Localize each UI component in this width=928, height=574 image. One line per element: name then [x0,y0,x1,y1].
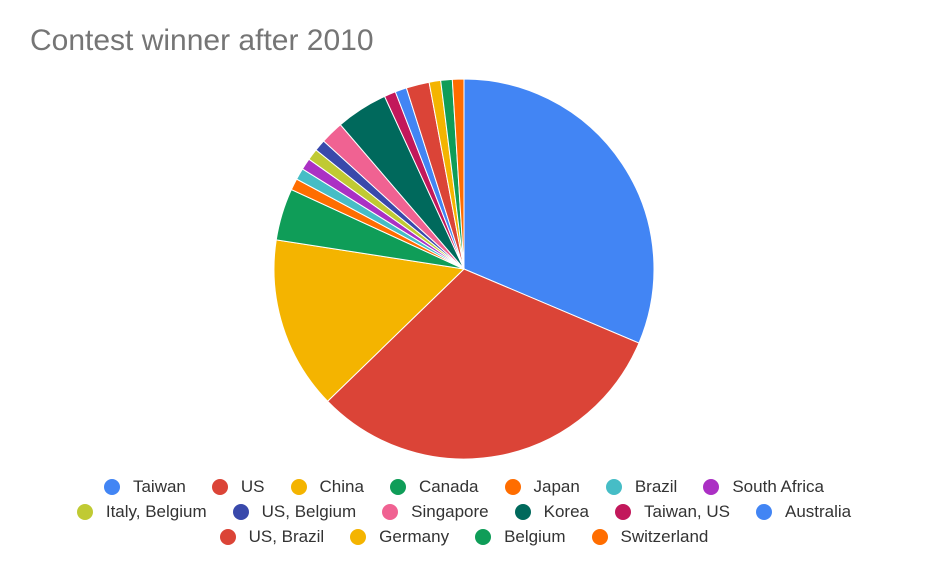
legend-item[interactable]: US, Belgium [232,501,357,522]
legend-item[interactable]: South Africa [703,477,824,497]
legend-swatch [350,528,367,545]
legend-row: Italy, Belgium US, Belgium Singapore Korea T… [0,499,928,524]
chart-title: Contest winner after 2010 [30,24,374,57]
pie-slices [273,78,655,460]
legend-swatch [389,478,406,495]
legend-swatch [290,478,307,495]
legend-swatch [591,528,608,545]
pie-slice-switzerland[interactable] [451,78,465,270]
legend-swatch [103,478,120,495]
legend-swatch [475,528,492,545]
legend-row: US, Brazil Germany Belgium Switzerland [0,524,928,549]
legend-label: US, Belgium [261,501,357,521]
legend-label: Belgium [504,526,566,546]
legend-swatch [232,503,249,520]
legend-row: Taiwan US China Canada Japan Brazil South Afri… [0,474,928,499]
legend-label: Japan [533,476,580,496]
legend-label: Germany [379,526,450,546]
legend-item[interactable]: Switzerland [591,526,709,547]
pie-slice-china[interactable] [273,239,466,402]
pie-slice-us[interactable] [326,268,640,460]
legend-label: Switzerland [620,526,709,546]
legend-swatch [219,528,236,545]
pie-slice-taiwan[interactable] [463,78,655,344]
legend-label: US [240,476,265,496]
pie-chart [273,78,655,460]
legend-label: Taiwan [132,476,186,496]
legend-item[interactable]: Belgium [475,526,566,547]
legend: Taiwan US China Canada Japan Brazil South Afri… [0,474,928,549]
legend-item[interactable]: Japan [504,476,580,497]
legend-item[interactable]: Australia [756,502,851,522]
legend-label: US, Brazil [248,526,325,546]
legend-label: Canada [418,476,479,496]
legend-item[interactable]: US, Brazil [219,526,325,547]
legend-label: South Africa [732,476,825,496]
legend-label: China [319,476,364,496]
legend-label: Taiwan, US [644,501,730,521]
legend-item[interactable]: China [290,476,364,497]
legend-item[interactable]: Singapore [382,502,489,522]
legend-item[interactable]: Korea [514,501,590,522]
legend-swatch [605,478,622,495]
legend-label: Brazil [634,476,678,496]
legend-label: Australia [785,501,852,521]
legend-item[interactable]: Italy, Belgium [76,501,207,522]
legend-item[interactable]: Germany [350,527,449,547]
legend-swatch [211,478,228,495]
legend-label: Italy, Belgium [105,501,207,521]
legend-item[interactable]: Taiwan, US [615,502,730,522]
legend-swatch [514,503,531,520]
legend-swatch [504,478,521,495]
legend-swatch [615,503,632,520]
legend-item[interactable]: Taiwan [103,476,186,497]
legend-swatch [382,503,399,520]
legend-item[interactable]: Canada [389,476,479,497]
legend-item[interactable]: Brazil [605,476,678,497]
legend-swatch [756,503,772,520]
legend-item[interactable]: US [211,476,265,497]
legend-label: Singapore [411,501,489,521]
legend-label: Korea [543,501,590,521]
legend-swatch [76,503,93,520]
legend-swatch [703,478,720,495]
